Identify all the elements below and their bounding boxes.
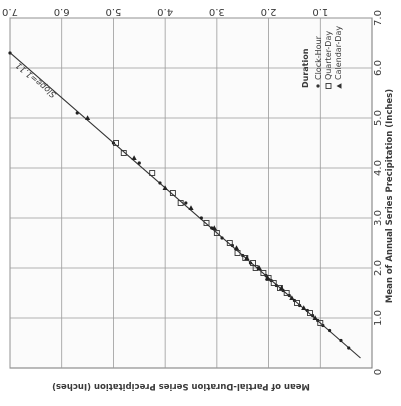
x-axis-label: Mean of Annual Series Precipitation (Inc… bbox=[385, 89, 395, 303]
legend-title: Duration bbox=[301, 48, 310, 88]
point-clock-hour bbox=[75, 111, 79, 115]
point-quarter-day bbox=[177, 200, 184, 206]
y-axis-ticks: 1.0 2.0 3.0 4.0 5.0 6.0 7.0 bbox=[2, 6, 328, 17]
point-quarter-day bbox=[149, 170, 156, 176]
fit-line bbox=[9, 52, 361, 359]
point-clock-hour bbox=[347, 346, 351, 350]
point-quarter-day bbox=[169, 190, 176, 196]
y-tick-label: 6.0 bbox=[54, 6, 70, 17]
x-tick-label: 4.0 bbox=[373, 160, 384, 176]
x-axis-ticks: 1.0 2.0 3.0 4.0 5.0 6.0 7.0 0 bbox=[373, 10, 384, 375]
legend-dot-icon bbox=[316, 84, 320, 88]
x-tick-label: 5.0 bbox=[373, 110, 384, 126]
point-quarter-day bbox=[203, 220, 210, 226]
y-tick-label: 3.0 bbox=[209, 6, 225, 17]
y-tick-label: 4.0 bbox=[157, 6, 173, 17]
point-calendar-day bbox=[188, 205, 194, 210]
point-clock-hour bbox=[184, 201, 188, 205]
grid-horizontal bbox=[10, 17, 372, 319]
point-calendar-day bbox=[301, 305, 307, 310]
point-calendar-day bbox=[233, 245, 240, 250]
plot-area: Slope=1.11 bbox=[8, 17, 373, 369]
point-quarter-day bbox=[317, 320, 324, 326]
point-calendar-day bbox=[211, 225, 217, 230]
y-axis-label: Mean of Partial-Duration Series Precipit… bbox=[52, 381, 310, 391]
data-points bbox=[8, 51, 351, 350]
y-tick-label: 2.0 bbox=[261, 6, 277, 17]
point-quarter-day bbox=[270, 280, 277, 286]
y-tick-label: 1.0 bbox=[312, 6, 328, 17]
point-calendar-day bbox=[312, 315, 318, 320]
legend-label-calendar-day: Calendar-Day bbox=[334, 26, 343, 80]
point-quarter-day bbox=[260, 270, 267, 276]
point-clock-hour bbox=[8, 51, 12, 55]
point-calendar-day bbox=[84, 115, 91, 120]
point-clock-hour bbox=[339, 338, 343, 343]
point-calendar-day bbox=[244, 255, 250, 260]
point-quarter-day bbox=[294, 300, 300, 306]
x-tick-label: 3.0 bbox=[373, 210, 384, 226]
point-clock-hour bbox=[137, 161, 141, 165]
point-calendar-day bbox=[278, 285, 285, 290]
point-clock-hour bbox=[327, 328, 332, 333]
point-clock-hour bbox=[199, 216, 203, 220]
y-tick-label: 5.0 bbox=[105, 6, 121, 17]
point-calendar-day bbox=[264, 275, 271, 280]
x-tick-label: 7.0 bbox=[373, 10, 384, 26]
point-calendar-day bbox=[289, 295, 295, 300]
point-quarter-day bbox=[213, 230, 220, 236]
legend-entry-clock-hour: Clock-Hour bbox=[314, 35, 323, 88]
point-quarter-day bbox=[113, 140, 119, 146]
point-calendar-day bbox=[256, 265, 262, 270]
legend-label-clock-hour: Clock-Hour bbox=[314, 35, 323, 80]
point-quarter-day bbox=[283, 290, 290, 296]
legend-square-icon bbox=[325, 83, 332, 89]
legend-entry-quarter-day: Quarter-Day bbox=[324, 31, 333, 89]
point-quarter-day bbox=[120, 150, 127, 156]
point-quarter-day bbox=[306, 310, 313, 316]
x-tick-label: 2.0 bbox=[373, 260, 384, 276]
point-quarter-day bbox=[226, 240, 233, 246]
legend-triangle-icon bbox=[336, 83, 342, 89]
legend: Duration Clock-Hour Quarter-Day Calendar… bbox=[301, 26, 343, 89]
point-calendar-day bbox=[162, 185, 168, 190]
x-tick-label: 6.0 bbox=[373, 60, 384, 76]
point-quarter-day bbox=[234, 250, 241, 256]
point-quarter-day bbox=[250, 260, 257, 266]
plot-frame bbox=[9, 17, 373, 369]
y-tick-label: 7.0 bbox=[2, 6, 18, 17]
legend-entry-calendar-day: Calendar-Day bbox=[334, 26, 343, 89]
grid-vertical bbox=[9, 18, 321, 368]
point-calendar-day bbox=[131, 155, 137, 160]
x-tick-label: 1.0 bbox=[373, 310, 384, 326]
point-clock-hour bbox=[158, 181, 162, 185]
point-clock-hour bbox=[220, 236, 224, 240]
legend-label-quarter-day: Quarter-Day bbox=[324, 31, 333, 80]
x-tick-label-zero: 0 bbox=[373, 369, 384, 375]
